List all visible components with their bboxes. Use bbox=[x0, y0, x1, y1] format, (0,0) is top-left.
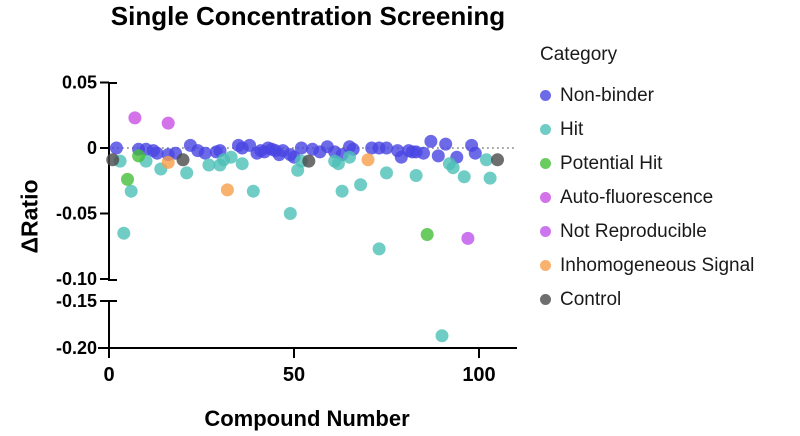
x-tick-label: 0 bbox=[103, 364, 114, 386]
y-tick-label: -0.20 bbox=[56, 338, 97, 358]
legend-dot-icon bbox=[540, 90, 551, 102]
data-point-hit bbox=[343, 150, 356, 164]
axes bbox=[98, 81, 517, 358]
y-tick-label: 0 bbox=[87, 138, 97, 158]
data-point-hit bbox=[457, 170, 471, 184]
legend-item-control: Control bbox=[540, 289, 798, 311]
y-axis-label: ΔRatio bbox=[16, 179, 43, 254]
data-point-hit bbox=[446, 161, 460, 175]
data-point-hit bbox=[224, 150, 238, 164]
y-tick-label: -0.10 bbox=[56, 269, 97, 289]
legend-item-label: Non-binder bbox=[560, 85, 654, 106]
legend-dot-icon bbox=[540, 226, 551, 238]
data-point-hit bbox=[117, 226, 131, 240]
data-point-inhomogeneous-signal bbox=[361, 153, 375, 167]
legend-item-auto-fluorescence: Auto-fluorescence bbox=[540, 187, 798, 209]
legend-item-label: Not Reproducible bbox=[560, 221, 707, 242]
data-point-hit bbox=[246, 184, 260, 198]
data-point-potential-hit bbox=[420, 228, 434, 241]
data-point-hit bbox=[335, 184, 349, 198]
data-point-auto-fluorescence bbox=[128, 111, 142, 125]
data-point-auto-fluorescence bbox=[161, 116, 175, 130]
data-point-hit bbox=[180, 166, 194, 180]
legend-item-non-binder: Non-binder bbox=[540, 85, 798, 107]
chart-title: Single Concentration Screening bbox=[110, 1, 506, 31]
data-point-hit bbox=[124, 184, 138, 198]
data-point-non-binder bbox=[424, 134, 438, 148]
legend-dot-icon bbox=[540, 294, 551, 306]
data-point-inhomogeneous-signal bbox=[161, 155, 175, 169]
data-point-hit bbox=[380, 166, 393, 180]
data-point-hit bbox=[283, 207, 297, 220]
data-point-hit bbox=[235, 157, 249, 171]
data-point-control bbox=[106, 153, 120, 167]
data-point-hit bbox=[479, 153, 493, 167]
data-point-control bbox=[302, 154, 316, 168]
data-point-hit bbox=[409, 169, 423, 182]
legend-dot-icon bbox=[540, 192, 551, 204]
y-tick-label: -0.15 bbox=[56, 291, 97, 311]
data-point-inhomogeneous-signal bbox=[220, 183, 234, 197]
legend-item-not-reproducible: Not Reproducible bbox=[540, 221, 798, 243]
legend-item-label: Inhomogeneous Signal bbox=[560, 255, 755, 276]
y-tick-label: 0.05 bbox=[62, 73, 97, 93]
x-tick-label: 100 bbox=[462, 364, 495, 386]
data-point-hit bbox=[372, 242, 386, 256]
data-point-non-binder bbox=[109, 141, 123, 155]
legend-dot-icon bbox=[540, 260, 551, 272]
data-point-non-binder bbox=[150, 146, 164, 160]
legend-item-hit: Hit bbox=[540, 119, 798, 141]
legend-item-label: Auto-fluorescence bbox=[560, 187, 714, 208]
tick-labels: 0.05 0 -0.05 -0.10-0.15 -0.20 0 50 100 bbox=[56, 73, 496, 387]
legend-dot-icon bbox=[540, 158, 551, 170]
y-tick-label: -0.05 bbox=[56, 204, 97, 224]
data-point-potential-hit bbox=[121, 172, 134, 186]
data-point-control bbox=[176, 153, 190, 167]
legend-item-inhomogeneous-signal: Inhomogeneous Signal bbox=[540, 255, 798, 277]
data-point-hit bbox=[331, 157, 345, 171]
data-point-hit bbox=[435, 329, 449, 343]
legend-item-potential-hit: Potential Hit bbox=[540, 153, 798, 175]
data-point-not-reproducible bbox=[461, 231, 475, 245]
data-point-non-binder bbox=[431, 149, 445, 163]
data-point-potential-hit bbox=[132, 149, 146, 163]
data-points bbox=[106, 111, 504, 343]
data-point-hit bbox=[202, 158, 216, 172]
data-point-hit bbox=[354, 178, 368, 192]
data-point-control bbox=[491, 153, 504, 167]
data-point-non-binder bbox=[294, 141, 308, 155]
data-point-non-binder bbox=[439, 137, 453, 151]
legend: Category Non-binder Hit Potential Hit Auto-… bbox=[540, 44, 798, 323]
data-point-hit bbox=[483, 171, 497, 185]
data-point-non-binder bbox=[417, 146, 430, 160]
x-tick-label: 50 bbox=[283, 364, 305, 386]
legend-header: Category bbox=[540, 44, 618, 65]
legend-items: Non-binder Hit Potential Hit Auto-fluoresce… bbox=[540, 85, 798, 311]
legend-item-label: Hit bbox=[560, 119, 584, 140]
legend-item-label: Control bbox=[560, 289, 622, 310]
legend-item-label: Potential Hit bbox=[560, 153, 663, 174]
x-axis-label: Compound Number bbox=[204, 406, 410, 431]
data-point-non-binder bbox=[468, 146, 482, 160]
legend-dot-icon bbox=[540, 124, 551, 136]
data-point-non-binder bbox=[380, 141, 393, 155]
data-point-non-binder bbox=[198, 146, 212, 160]
